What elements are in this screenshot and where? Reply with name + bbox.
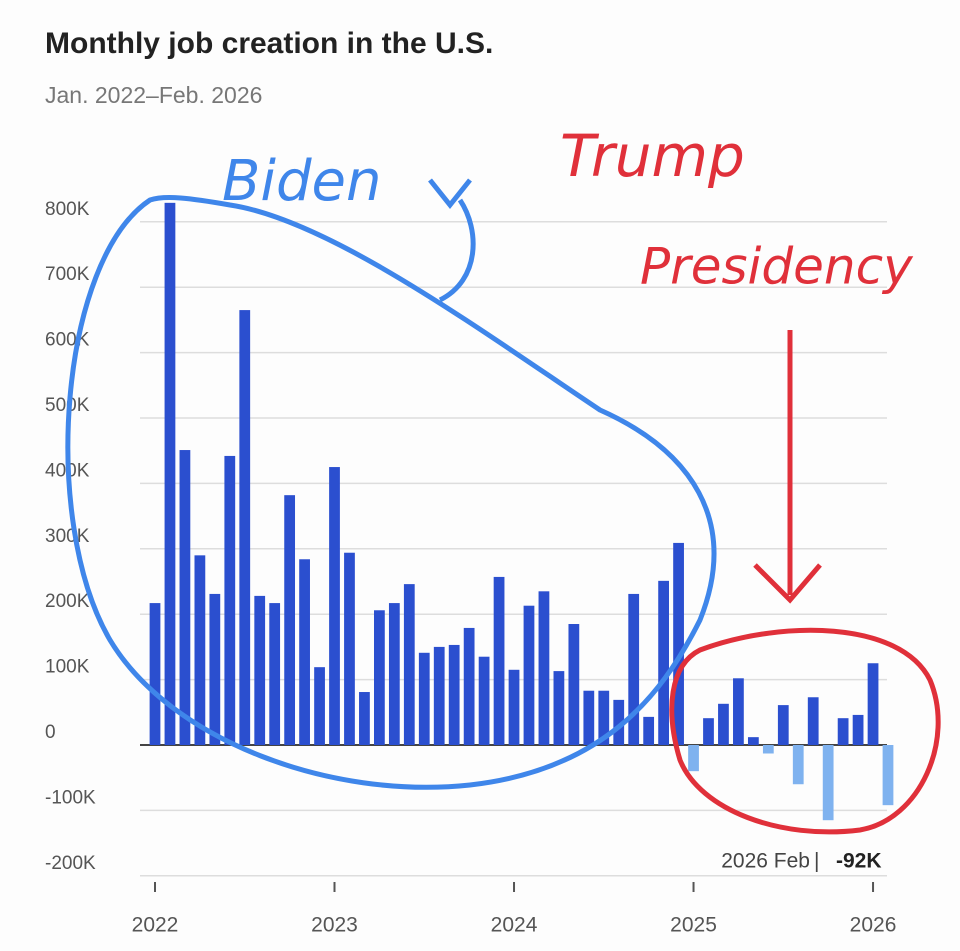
bar xyxy=(388,603,400,745)
bar xyxy=(418,652,430,745)
bar xyxy=(852,714,864,745)
bar xyxy=(613,699,625,745)
callout-divider: | xyxy=(814,850,819,873)
bar xyxy=(747,737,759,745)
annotation-biden: Biden xyxy=(222,149,381,214)
bar xyxy=(762,745,774,754)
bar xyxy=(643,716,655,745)
bar xyxy=(523,605,535,745)
bar xyxy=(314,667,325,745)
trump-circle xyxy=(669,627,941,835)
y-tick-label: -100K xyxy=(45,787,96,808)
y-tick-label: 200K xyxy=(45,591,90,612)
bar xyxy=(508,669,520,745)
bar xyxy=(433,646,445,745)
bar xyxy=(239,310,251,745)
bar xyxy=(478,656,490,745)
x-tick-label: 2025 xyxy=(670,914,717,937)
bar xyxy=(553,671,565,745)
bar xyxy=(792,745,804,785)
bar xyxy=(493,576,505,745)
bar xyxy=(224,455,236,745)
bar xyxy=(628,593,640,745)
annotation-trump: Trump xyxy=(560,122,745,190)
bar xyxy=(359,692,370,745)
bar xyxy=(299,559,310,745)
bar xyxy=(568,624,580,745)
bar xyxy=(209,593,221,745)
bar xyxy=(598,690,610,745)
plot-area: -200K-100K0100K200K300K400K500K600K700K8… xyxy=(45,199,896,937)
biden-scribble xyxy=(428,178,476,303)
bar xyxy=(822,745,834,821)
bar xyxy=(777,705,789,745)
chart-subtitle: Jan. 2022–Feb. 2026 xyxy=(45,82,262,108)
biden-circle xyxy=(65,195,717,790)
bar xyxy=(269,603,281,745)
y-tick-label: 700K xyxy=(45,264,90,285)
bar xyxy=(688,745,699,772)
bar xyxy=(179,450,191,745)
y-tick-label: -200K xyxy=(45,853,96,874)
bar xyxy=(149,603,161,745)
y-tick-label: 300K xyxy=(45,526,90,547)
trump-arrow xyxy=(753,330,822,604)
x-tick-label: 2023 xyxy=(311,914,358,937)
bar xyxy=(882,745,894,806)
bar xyxy=(658,580,669,745)
y-tick-label: 0 xyxy=(45,722,56,743)
bar xyxy=(837,718,849,745)
annotation-presidency: Presidency xyxy=(640,238,914,296)
bar xyxy=(344,552,355,745)
bar xyxy=(538,591,550,745)
bar xyxy=(718,703,729,745)
bar xyxy=(703,718,714,745)
x-tick-label: 2024 xyxy=(491,914,538,937)
bar xyxy=(194,555,206,745)
bar xyxy=(583,690,595,745)
bar xyxy=(329,467,340,745)
bar xyxy=(807,697,819,745)
y-tick-label: 100K xyxy=(45,657,90,678)
bar xyxy=(284,495,296,745)
y-tick-label: 600K xyxy=(45,330,90,351)
bar xyxy=(673,542,684,745)
callout-label: 2026 Feb xyxy=(721,850,810,873)
bar xyxy=(403,584,415,745)
x-tick-label: 2026 xyxy=(850,914,897,937)
bar xyxy=(164,202,176,746)
y-tick-label: 800K xyxy=(45,199,90,220)
chart-title: Monthly job creation in the U.S. xyxy=(45,27,493,60)
bar xyxy=(733,678,744,745)
bar xyxy=(867,663,879,745)
bar xyxy=(374,610,385,745)
bar xyxy=(448,644,460,745)
bar xyxy=(463,627,475,745)
callout-value: -92K xyxy=(836,850,882,873)
x-tick-label: 2022 xyxy=(132,914,179,937)
bar xyxy=(254,595,266,745)
